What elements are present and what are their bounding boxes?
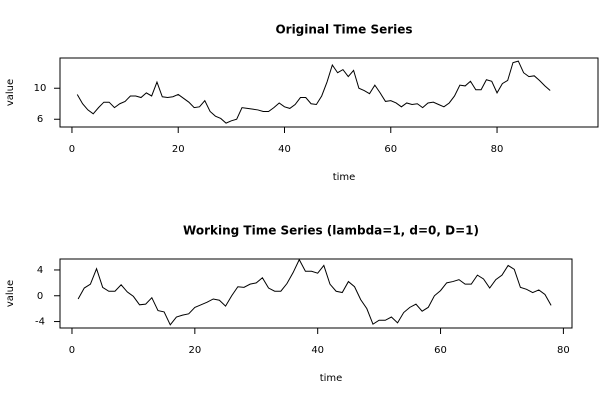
plot-box	[59, 258, 573, 329]
y-axis-label: value	[5, 79, 16, 106]
x-tick-label: 0	[69, 144, 75, 155]
y-tick-label: 10	[34, 83, 47, 94]
data-line	[76, 60, 551, 124]
chart-title: Working Time Series (lambda=1, d=0, D=1)	[183, 224, 479, 238]
x-tick-label: 80	[491, 144, 504, 155]
x-tick-label: 60	[434, 345, 447, 356]
x-tick-label: 80	[557, 345, 570, 356]
x-axis-label: time	[320, 373, 343, 384]
x-tick-label: 0	[69, 345, 75, 356]
x-axis-label: time	[333, 172, 356, 183]
plot-box	[59, 57, 599, 128]
y-tick-label: 4	[37, 265, 43, 276]
chart-title: Original Time Series	[275, 23, 412, 37]
y-tick-label: -4	[35, 317, 45, 328]
y-tick-label: 0	[37, 291, 43, 302]
x-tick-label: 40	[311, 345, 324, 356]
x-tick-label: 60	[384, 144, 397, 155]
y-tick-label: 6	[37, 114, 43, 125]
x-tick-label: 20	[172, 144, 185, 155]
x-tick-label: 20	[188, 345, 201, 356]
data-line	[77, 258, 552, 326]
y-axis-label: value	[5, 280, 16, 307]
x-tick-label: 40	[278, 144, 291, 155]
